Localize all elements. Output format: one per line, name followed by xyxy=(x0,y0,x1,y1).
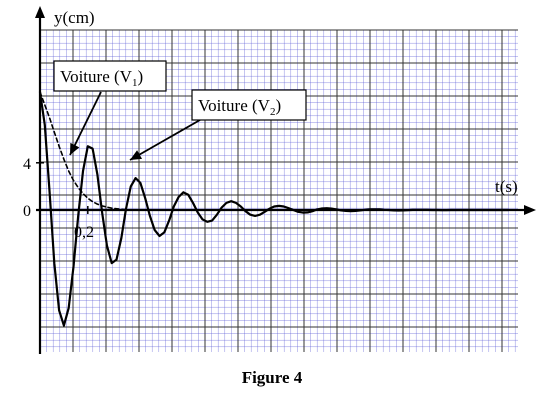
series-group xyxy=(38,90,510,327)
annotation-arrow-v1-head xyxy=(70,142,80,155)
x-axis-label: t(s) xyxy=(495,177,518,196)
figure-caption: Figure 4 xyxy=(241,368,303,387)
label-box-v2 xyxy=(191,89,307,121)
annotation-arrow-v1-shaft xyxy=(69,91,102,156)
y-axis-label: y(cm) xyxy=(54,8,95,27)
x-axis-arrow xyxy=(524,205,536,215)
annotation-arrow-v2-head xyxy=(130,150,143,160)
label-v1: Voiture (V1) xyxy=(60,67,143,89)
series-line-v2 xyxy=(38,90,510,327)
annotation-arrow-v2-shaft xyxy=(129,119,201,161)
y-tick-label-4: 4 xyxy=(23,156,31,173)
y-tick-label-0: 0 xyxy=(23,203,31,220)
annotations-group xyxy=(69,91,201,161)
axes xyxy=(35,6,536,354)
series-line-v1 xyxy=(39,91,142,211)
label-v2: Voiture (V2) xyxy=(198,96,281,118)
y-axis-arrow xyxy=(35,6,45,18)
label-box-v1 xyxy=(53,60,167,92)
x-tick-label-0-2: 0,2 xyxy=(74,224,94,241)
